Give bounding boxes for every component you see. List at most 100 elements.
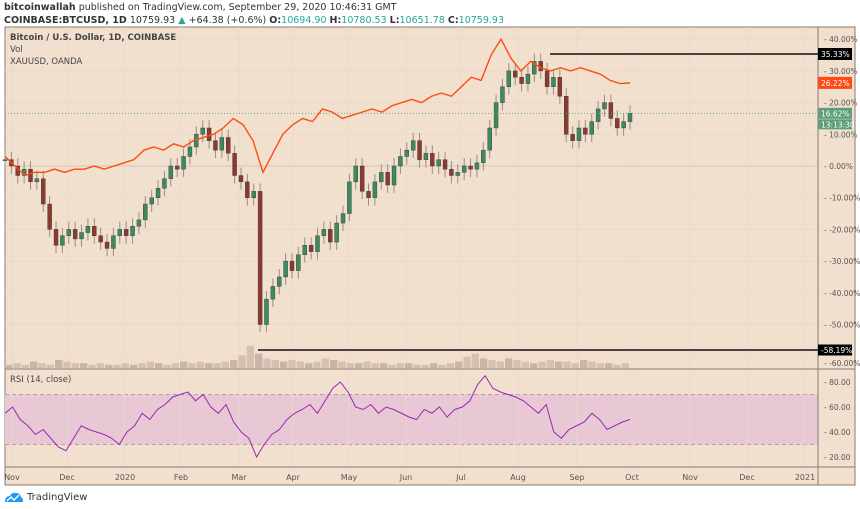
x-tick-label: Dec: [59, 473, 74, 482]
candle-up: [340, 213, 346, 224]
x-tick-label: Oct: [625, 473, 639, 482]
legend-main[interactable]: Bitcoin / U.S. Dollar, 1D, COINBASE: [10, 33, 177, 43]
volume-bar: [313, 361, 321, 368]
legend-volume[interactable]: Vol: [10, 45, 23, 55]
volume-bar: [413, 364, 421, 368]
candle-down: [615, 118, 620, 129]
volume-bar: [38, 363, 46, 368]
candle-up: [602, 102, 607, 110]
candle-up: [493, 102, 499, 129]
volume-bar: [438, 364, 446, 368]
close-value: 10759.93: [458, 15, 505, 26]
publisher-name[interactable]: bitcoinwallah: [4, 2, 76, 13]
volume-bar: [605, 363, 613, 368]
volume-bar: [205, 363, 213, 368]
tradingview-logo[interactable]: TradingView: [4, 491, 87, 503]
candle-down: [245, 181, 250, 198]
x-tick-label: Feb: [174, 473, 188, 482]
candle-down: [53, 229, 59, 246]
volume-bar: [138, 363, 146, 368]
candle-up: [143, 203, 148, 221]
y-tick-label: - -40.00%: [824, 289, 860, 298]
x-tick-label: Jul: [455, 473, 466, 482]
candle-up: [627, 113, 633, 122]
volume-bar: [488, 360, 496, 368]
candle-up: [162, 178, 167, 189]
volume-bar: [621, 363, 629, 368]
candle-down: [41, 178, 46, 205]
x-tick-label: May: [341, 473, 358, 482]
candle-down: [557, 77, 563, 97]
volume-bar: [21, 364, 29, 368]
candle-down: [72, 229, 78, 240]
volume-bar: [88, 364, 96, 368]
volume-bar: [5, 364, 13, 368]
low-level-label: -58.19%: [821, 346, 852, 355]
volume-bar: [196, 361, 204, 368]
candle-up: [398, 156, 403, 167]
high-level-label-bg: [818, 48, 852, 61]
x-tick-label: Nov: [682, 473, 698, 482]
candle-down: [366, 191, 371, 198]
volume-bar: [280, 361, 288, 368]
volume-bar: [30, 361, 38, 368]
open-value: 10694.90: [281, 15, 327, 26]
legend-rsi[interactable]: RSI (14, close): [10, 375, 72, 385]
candle-down: [238, 175, 244, 183]
candle-down: [257, 191, 263, 325]
y-tick-label: - 0.00%: [824, 162, 853, 171]
volume-bar: [555, 361, 563, 368]
volume-bar: [246, 345, 254, 368]
high-label: H:: [329, 15, 342, 26]
last-price: 10759.93: [129, 15, 176, 26]
volume-bar: [363, 361, 371, 368]
candle-down: [564, 96, 569, 135]
volume-bar: [255, 353, 263, 368]
volume-bar: [121, 363, 129, 368]
volume-bar: [271, 360, 279, 368]
candle-up: [168, 165, 174, 179]
candle-up: [404, 149, 409, 157]
candle-up: [423, 153, 429, 160]
publish-info: bitcoinwallah published on TradingView.c…: [4, 2, 397, 13]
chart-canvas[interactable]: Nov Dec 2020 Feb Mar Apr May Jun Jul Aug Sep Oct Nov…: [0, 0, 860, 490]
volume-bar: [471, 353, 479, 368]
candle-up: [576, 127, 582, 141]
candle-down: [123, 229, 129, 236]
gold-last-label: 26.22%: [821, 79, 850, 88]
x-tick-label: Dec: [739, 473, 754, 482]
y-tick-label: - 30.00%: [824, 67, 858, 76]
low-label: L:: [389, 15, 400, 26]
volume-bar: [321, 358, 329, 368]
volume-bar: [305, 363, 313, 368]
rsi-band: [5, 394, 818, 445]
candle-down: [359, 165, 365, 192]
symbol[interactable]: COINBASE:BTCUSD, 1D: [4, 15, 127, 26]
volume-bar: [338, 361, 346, 368]
volume-bar: [571, 363, 579, 368]
volume-bar: [63, 361, 71, 368]
candle-up: [321, 229, 327, 236]
x-tick-label: Mar: [231, 473, 247, 482]
candle-up: [85, 226, 91, 233]
candle-up: [461, 165, 467, 173]
candle-up: [136, 219, 142, 227]
published-text: published on TradingView.com, September …: [78, 2, 397, 13]
volume-bar: [221, 361, 229, 368]
candle-up: [251, 191, 256, 198]
volume-bar: [388, 364, 396, 368]
y-tick-label: - 20.00%: [824, 99, 858, 108]
y-tick-label: - 40.00%: [824, 35, 858, 44]
rsi-tick-label: - 40.00: [824, 428, 851, 437]
volume-bar: [588, 361, 596, 368]
volume-bar: [580, 360, 588, 368]
volume-bar: [105, 364, 113, 368]
legend-compare[interactable]: XAUUSD, OANDA: [10, 57, 83, 67]
volume-bar: [296, 361, 304, 368]
gold-last-label-bg: [818, 76, 852, 89]
x-tick-label: Aug: [510, 473, 526, 482]
y-tick-label: - -10.00%: [824, 194, 860, 203]
volume-bar: [371, 363, 379, 368]
volume-bar: [230, 360, 238, 368]
volume-bar: [421, 364, 429, 368]
